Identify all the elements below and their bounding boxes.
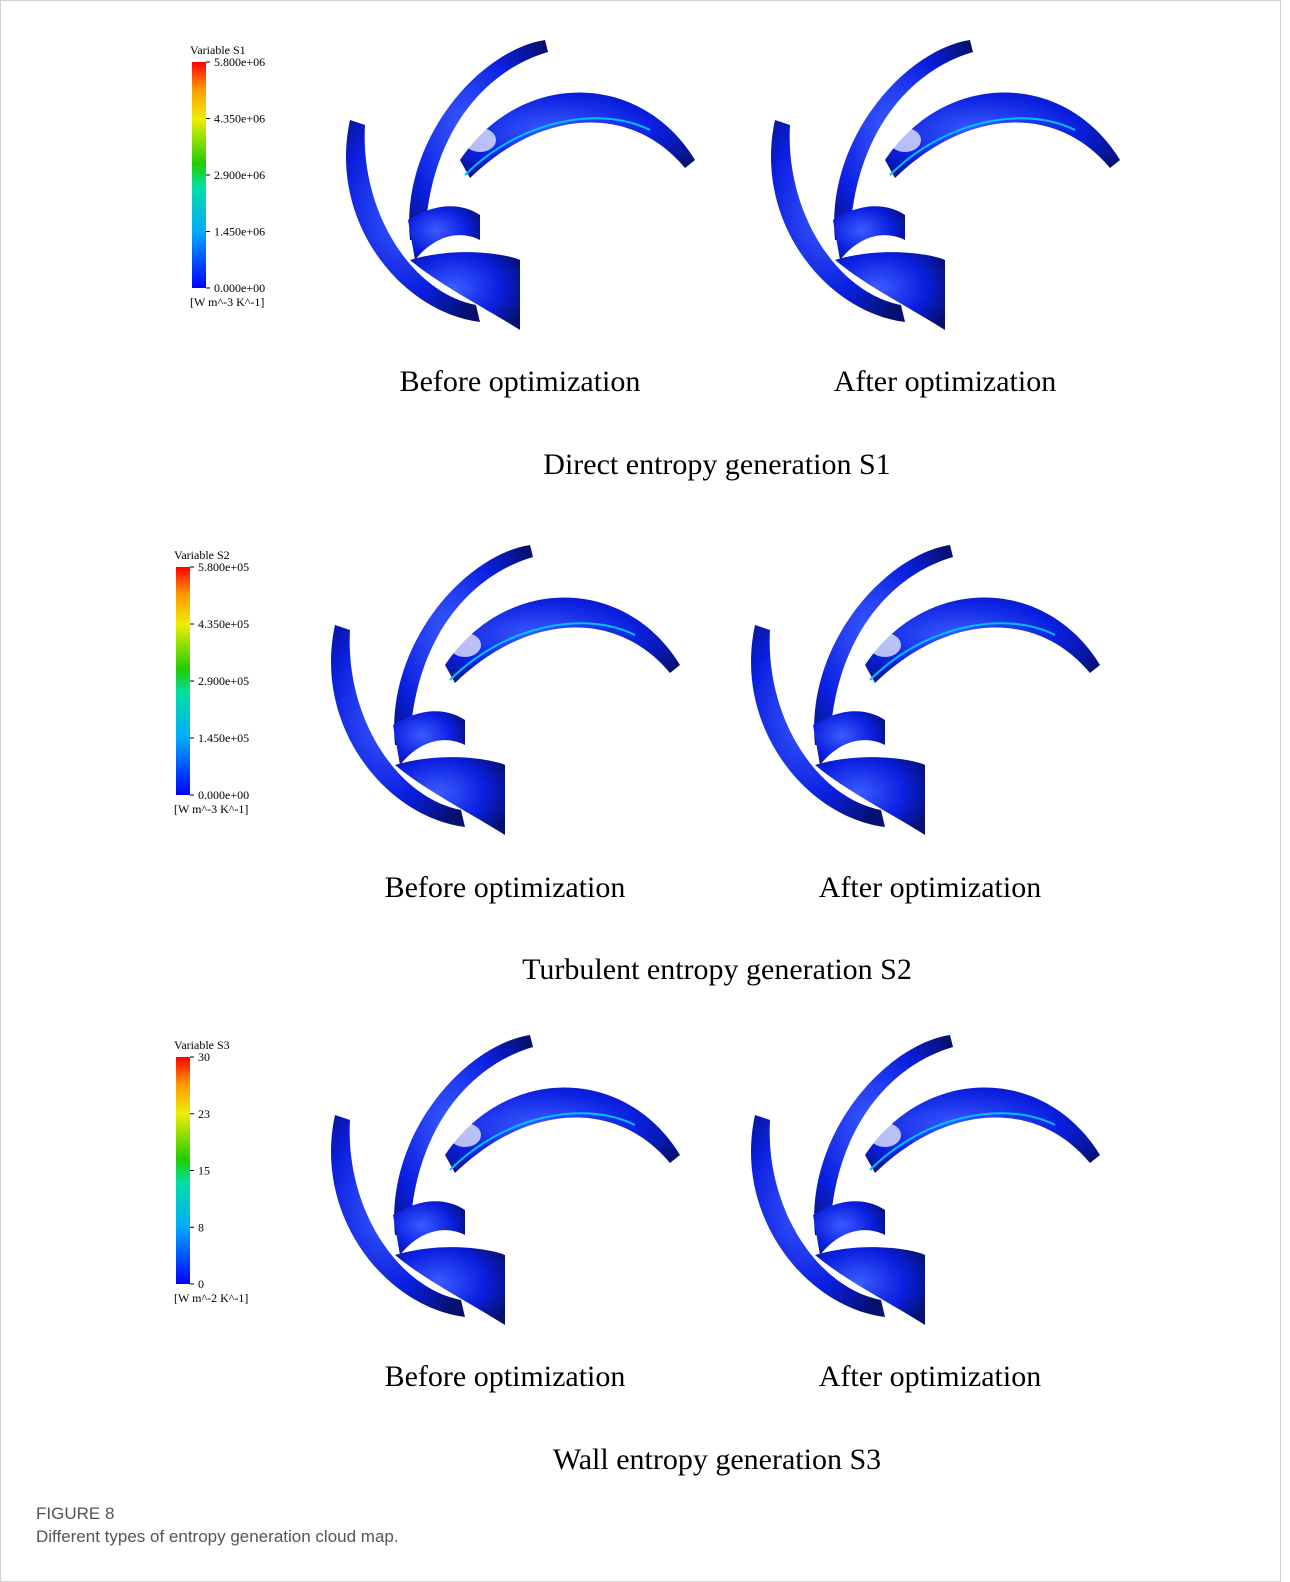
legend-tick-label: 4.350e+05 <box>198 617 249 631</box>
image-label: After optimization <box>834 365 1056 398</box>
legend-unit: [W m^-3 K^-1] <box>174 802 248 816</box>
panel-title: Turbulent entropy generation S2 <box>522 953 912 986</box>
legend-tick-label: 1.450e+06 <box>214 225 265 239</box>
color-bar <box>192 62 206 288</box>
legend-tick-label: 0 <box>198 1277 204 1291</box>
legend-tick-label: 2.900e+06 <box>214 168 265 182</box>
color-bar <box>176 567 190 795</box>
image-label: Before optimization <box>385 1360 626 1393</box>
image-label: After optimization <box>819 871 1041 904</box>
figure-caption: Different types of entropy generation cl… <box>36 1527 399 1546</box>
impeller-contour <box>751 545 1100 835</box>
legend-tick-label: 5.800e+05 <box>198 560 249 574</box>
legend-tick-label: 2.900e+05 <box>198 674 249 688</box>
legend-tick-label: 0.000e+00 <box>214 281 265 295</box>
figure-page: FIGURE 8 Different types of entropy gene… <box>0 0 1290 1582</box>
impeller-contour <box>331 1035 680 1325</box>
image-label: Before optimization <box>400 365 641 398</box>
impeller-contour <box>751 1035 1100 1325</box>
legend-tick-label: 0.000e+00 <box>198 788 249 802</box>
legend-tick-label: 4.350e+06 <box>214 112 265 126</box>
panel-title: Wall entropy generation S3 <box>553 1443 881 1476</box>
legend-unit: [W m^-2 K^-1] <box>174 1291 248 1305</box>
legend-tick-label: 8 <box>198 1220 204 1234</box>
color-bar <box>176 1057 190 1284</box>
legend-tick-label: 23 <box>198 1107 210 1121</box>
figure-label: FIGURE 8 <box>36 1504 114 1523</box>
impeller-contour <box>771 40 1120 330</box>
legend-tick-label: 30 <box>198 1050 210 1064</box>
image-label: After optimization <box>819 1360 1041 1393</box>
image-label: Before optimization <box>385 871 626 904</box>
panel-title: Direct entropy generation S1 <box>543 448 890 481</box>
legend-unit: [W m^-3 K^-1] <box>190 295 264 309</box>
impeller-contour <box>346 40 695 330</box>
impeller-contour <box>331 545 680 835</box>
legend-tick-label: 1.450e+05 <box>198 731 249 745</box>
legend-tick-label: 5.800e+06 <box>214 55 265 69</box>
legend-tick-label: 15 <box>198 1164 210 1178</box>
